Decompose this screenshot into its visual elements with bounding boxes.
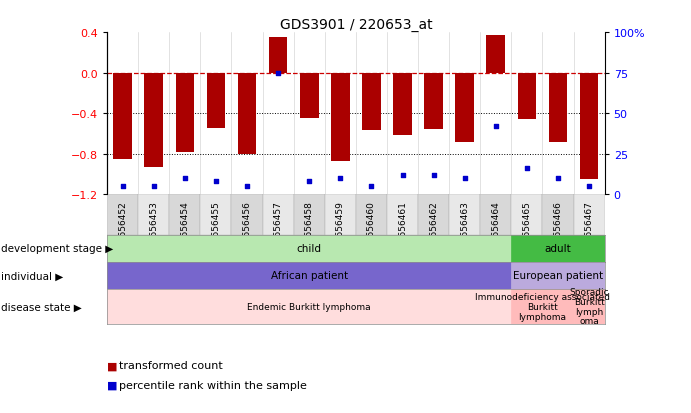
Bar bbox=[418, 195, 449, 235]
Bar bbox=[580, 74, 598, 180]
Bar bbox=[574, 195, 605, 235]
Point bbox=[242, 183, 253, 190]
Text: European patient: European patient bbox=[513, 271, 603, 281]
Bar bbox=[356, 195, 387, 235]
Text: GSM656455: GSM656455 bbox=[211, 201, 220, 256]
Bar bbox=[169, 195, 200, 235]
Bar bbox=[107, 235, 511, 262]
Bar bbox=[486, 36, 505, 74]
Text: development stage ▶: development stage ▶ bbox=[1, 244, 113, 254]
Text: child: child bbox=[296, 244, 322, 254]
Bar bbox=[549, 74, 567, 142]
Bar bbox=[138, 195, 169, 235]
Text: GSM656453: GSM656453 bbox=[149, 201, 158, 256]
Point bbox=[334, 175, 346, 182]
Text: GSM656459: GSM656459 bbox=[336, 201, 345, 256]
Text: GSM656460: GSM656460 bbox=[367, 201, 376, 256]
Point bbox=[491, 123, 502, 130]
Title: GDS3901 / 220653_at: GDS3901 / 220653_at bbox=[280, 18, 432, 32]
Text: transformed count: transformed count bbox=[119, 361, 223, 370]
Bar bbox=[263, 195, 294, 235]
Bar bbox=[518, 74, 536, 120]
Bar bbox=[455, 74, 474, 142]
Point bbox=[148, 183, 159, 190]
Text: disease state ▶: disease state ▶ bbox=[1, 301, 82, 312]
Bar bbox=[362, 74, 381, 131]
Bar bbox=[449, 195, 480, 235]
Bar bbox=[574, 289, 605, 324]
Bar bbox=[144, 74, 163, 168]
Text: ■: ■ bbox=[107, 380, 117, 390]
Bar bbox=[231, 195, 263, 235]
Text: individual ▶: individual ▶ bbox=[1, 271, 64, 281]
Text: GSM656457: GSM656457 bbox=[274, 201, 283, 256]
Bar bbox=[511, 289, 574, 324]
Text: percentile rank within the sample: percentile rank within the sample bbox=[119, 380, 307, 390]
Point bbox=[272, 70, 283, 77]
Text: GSM656464: GSM656464 bbox=[491, 201, 500, 256]
Bar bbox=[238, 74, 256, 154]
Bar bbox=[511, 262, 605, 289]
Bar bbox=[113, 74, 132, 159]
Bar bbox=[269, 38, 287, 74]
Bar bbox=[387, 195, 418, 235]
Point bbox=[366, 183, 377, 190]
Text: African patient: African patient bbox=[271, 271, 348, 281]
Text: GSM656456: GSM656456 bbox=[243, 201, 252, 256]
Text: GSM656452: GSM656452 bbox=[118, 201, 127, 256]
Text: ■: ■ bbox=[107, 361, 117, 370]
Point bbox=[428, 172, 439, 179]
Point bbox=[521, 166, 532, 172]
Text: Endemic Burkitt lymphoma: Endemic Burkitt lymphoma bbox=[247, 302, 371, 311]
Text: GSM656466: GSM656466 bbox=[553, 201, 562, 256]
Bar bbox=[511, 235, 605, 262]
Point bbox=[117, 183, 129, 190]
Bar bbox=[294, 195, 325, 235]
Text: GSM656454: GSM656454 bbox=[180, 201, 189, 256]
Text: Immunodeficiency associated
Burkitt
lymphoma: Immunodeficiency associated Burkitt lymp… bbox=[475, 292, 610, 321]
Bar bbox=[325, 195, 356, 235]
Bar bbox=[176, 74, 194, 152]
Point bbox=[179, 175, 190, 182]
Text: GSM656465: GSM656465 bbox=[522, 201, 531, 256]
Point bbox=[303, 178, 314, 185]
Bar bbox=[107, 289, 511, 324]
Bar bbox=[300, 74, 319, 119]
Bar bbox=[207, 74, 225, 129]
Point bbox=[459, 175, 470, 182]
Text: GSM656467: GSM656467 bbox=[585, 201, 594, 256]
Bar bbox=[200, 195, 231, 235]
Point bbox=[210, 178, 221, 185]
Text: GSM656463: GSM656463 bbox=[460, 201, 469, 256]
Bar bbox=[424, 74, 443, 130]
Text: adult: adult bbox=[545, 244, 571, 254]
Point bbox=[552, 175, 563, 182]
Bar bbox=[542, 195, 574, 235]
Bar bbox=[107, 262, 511, 289]
Bar bbox=[480, 195, 511, 235]
Bar bbox=[393, 74, 412, 136]
Point bbox=[583, 183, 594, 190]
Text: Sporadic
Burkitt
lymph
oma: Sporadic Burkitt lymph oma bbox=[569, 288, 609, 326]
Bar bbox=[107, 195, 138, 235]
Point bbox=[397, 172, 408, 179]
Bar bbox=[511, 195, 542, 235]
Text: GSM656458: GSM656458 bbox=[305, 201, 314, 256]
Text: GSM656461: GSM656461 bbox=[398, 201, 407, 256]
Bar bbox=[331, 74, 350, 161]
Text: GSM656462: GSM656462 bbox=[429, 201, 438, 256]
